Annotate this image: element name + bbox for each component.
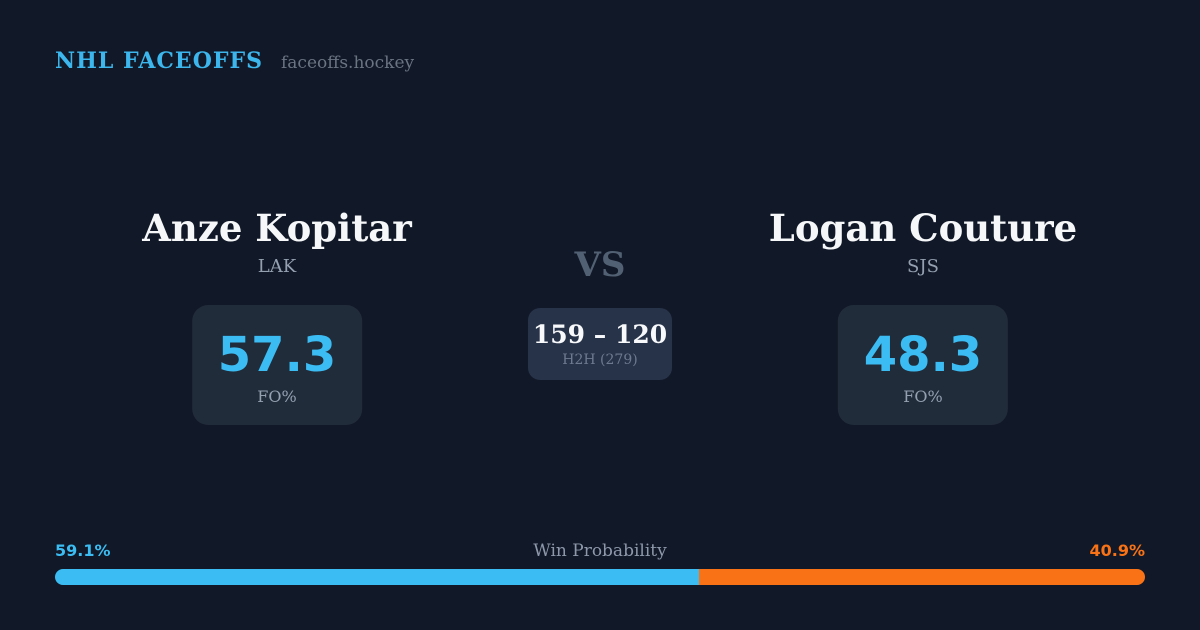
player-left-stat-value: 57.3 [217, 326, 337, 383]
player-left-column: Anze Kopitar LAK 57.3 FO% [142, 205, 412, 425]
win-probability-section: 59.1% Win Probability 40.9% [55, 541, 1145, 585]
win-probability-right-pct: 40.9% [1089, 541, 1145, 560]
win-probability-title: Win Probability [533, 541, 667, 561]
player-left-stat-card: 57.3 FO% [192, 305, 362, 425]
player-right-column: Logan Couture SJS 48.3 FO% [769, 205, 1077, 425]
player-right-stat-label: FO% [903, 386, 943, 406]
player-left-name: Anze Kopitar [142, 206, 412, 250]
header: NHL FACEOFFS faceoffs.hockey [55, 48, 414, 74]
win-bar-right-segment [699, 569, 1145, 585]
player-left-stat-label: FO% [257, 386, 297, 406]
win-probability-left-pct: 59.1% [55, 541, 111, 560]
win-probability-labels: 59.1% Win Probability 40.9% [55, 541, 1145, 563]
versus-column: VS 159 – 120 H2H (279) [528, 247, 672, 380]
h2h-label: H2H (279) [562, 351, 638, 368]
player-right-name: Logan Couture [768, 206, 1078, 250]
h2h-score: 159 – 120 [532, 319, 668, 349]
h2h-card: 159 – 120 H2H (279) [528, 308, 672, 380]
versus-label: VS [574, 245, 626, 285]
win-bar-left-segment [55, 569, 700, 585]
brand-domain: faceoffs.hockey [281, 53, 415, 73]
player-left-team: LAK [257, 256, 297, 277]
player-right-team: SJS [907, 256, 939, 277]
player-right-stat-value: 48.3 [863, 326, 983, 383]
brand-title: NHL FACEOFFS [55, 48, 263, 74]
player-right-stat-card: 48.3 FO% [837, 305, 1008, 425]
win-probability-bar [55, 569, 1145, 585]
